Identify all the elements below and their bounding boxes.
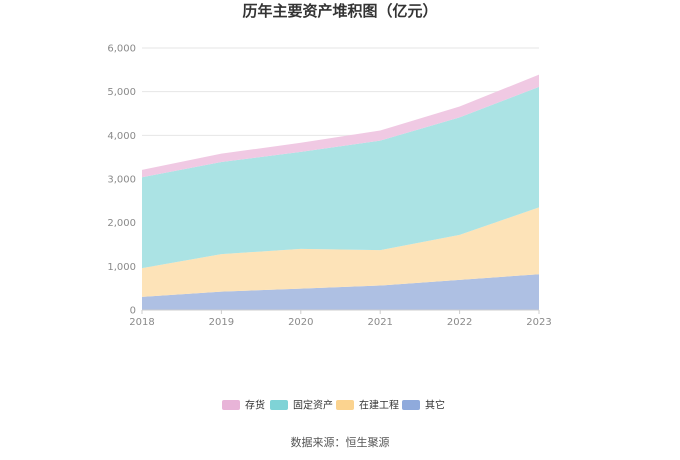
legend-item[interactable]: 存货 <box>222 399 265 412</box>
legend-item[interactable]: 固定资产 <box>270 399 333 412</box>
y-tick-label: 0 <box>130 306 136 317</box>
area-series-3 <box>142 74 539 178</box>
y-tick-label: 6,000 <box>107 44 136 55</box>
legend-label: 存货 <box>245 399 265 412</box>
area-series-2 <box>142 86 539 269</box>
legend-item[interactable]: 其它 <box>402 399 445 412</box>
y-tick-label: 2,000 <box>107 218 136 229</box>
x-tick-label: 2019 <box>209 317 234 328</box>
legend-swatch <box>402 400 420 410</box>
legend-label: 固定资产 <box>293 399 333 412</box>
data-source: 数据来源：恒生聚源 <box>291 435 390 449</box>
y-tick-label: 3,000 <box>107 175 136 186</box>
area-series-1 <box>142 207 539 297</box>
legend-item[interactable]: 在建工程 <box>336 399 399 412</box>
area-series-0 <box>142 274 539 310</box>
x-tick-label: 2018 <box>129 317 154 328</box>
x-tick-label: 2023 <box>526 317 551 328</box>
legend-label: 其它 <box>425 399 445 412</box>
legend-swatch <box>336 400 354 410</box>
x-tick-label: 2020 <box>288 317 313 328</box>
axis-layer: 0 1,000 2,000 3,000 4,000 5,000 6,000 2018 2019 2… <box>107 44 551 329</box>
legend-swatch <box>222 400 240 410</box>
y-tick-label: 1,000 <box>107 262 136 273</box>
x-tick-label: 2022 <box>447 317 472 328</box>
legend: 存货 固定资产 在建工程 其它 <box>222 399 445 412</box>
chart-title: 历年主要资产堆积图（亿元） <box>242 2 437 20</box>
legend-label: 在建工程 <box>359 399 399 412</box>
x-tick-label: 2021 <box>367 317 392 328</box>
legend-swatch <box>270 400 288 410</box>
y-tick-label: 5,000 <box>107 87 136 98</box>
area-layer <box>142 74 539 310</box>
y-tick-label: 4,000 <box>107 131 136 142</box>
